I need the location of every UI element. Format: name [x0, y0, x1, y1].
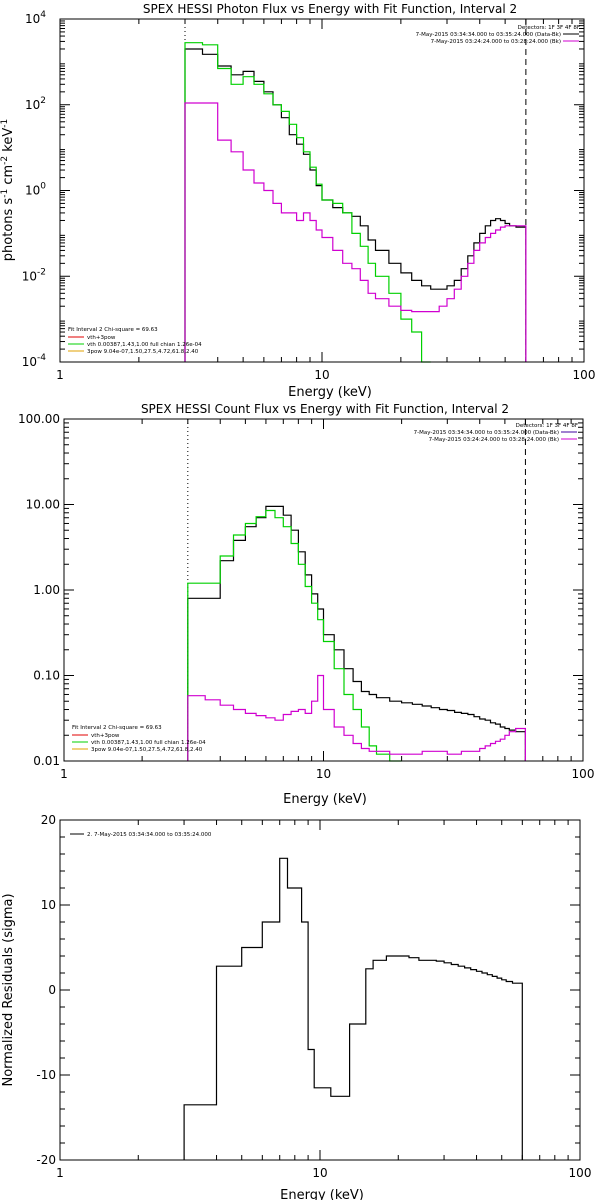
count-ytick-label: 100.00: [18, 412, 60, 426]
count-flux-title: SPEX HESSI Count Flux vs Energy with Fit…: [141, 402, 509, 416]
count-xtick-label: 100: [572, 767, 595, 781]
count-flux-legend-left: Fit Interval 2 Chi-square = 69.63 vth+3p…: [72, 725, 206, 753]
photon-legend-bk: 7-May-2015 03:24:24.000 to 03:28:24.000 …: [431, 39, 561, 45]
photon-flux-ylabel: photons s-1 cm-2 keV-1: [0, 119, 16, 261]
photon-legend-vth: vth 0.00387,1.43,1.00 full chian 1.26e-0…: [87, 342, 202, 348]
photon-ytick-label: 104: [25, 10, 46, 26]
count-legend-detectors: Detectors: 1F 3F 4F 8F: [516, 423, 578, 429]
svg-text:photons s-1 cm-2 keV-1: photons s-1 cm-2 keV-1: [0, 119, 16, 261]
photon-flux-xlabel: Energy (keV): [288, 385, 372, 400]
count-flux-legend-right: Detectors: 1F 3F 4F 8F 7-May-2015 03:34:…: [414, 423, 578, 443]
count-xtick-label: 1: [60, 767, 68, 781]
residuals-xtick-label: 10: [312, 1166, 327, 1180]
count-ytick-label: 1.00: [33, 583, 60, 597]
photon-xtick-label: 1: [56, 368, 64, 382]
count-legend-data-bk: 7-May-2015 03:34:34.000 to 03:35:24.000 …: [414, 430, 559, 436]
count-ytick-label: 0.10: [33, 669, 60, 683]
photon-ytick-label: 10-2: [22, 267, 46, 283]
photon-legend-3pow: 3pow 9.04e-07,1.50,27.5,4.72,61.8,2.40: [87, 349, 199, 355]
residuals-ytick-label: 0: [48, 983, 56, 997]
residuals-xlabel: Energy (keV): [280, 1188, 364, 1200]
count-flux-panel: SPEX HESSI Count Flux vs Energy with Fit…: [18, 402, 594, 807]
count-legend-vth: vth 0.00387,1.43,1.00 full chian 1.26e-0…: [91, 740, 206, 746]
residuals-panel: Normalized Residuals (sigma) Energy (keV…: [1, 813, 592, 1203]
count-series-0-line: [187, 505, 526, 761]
residuals-xtick-label: 100: [569, 1166, 592, 1180]
residuals-legend: 2. 7-May-2015 03:34:34.000 to 03:35:24.0…: [70, 832, 212, 838]
count-ytick-label: 0.01: [33, 754, 60, 768]
photon-legend-detectors: Detectors: 1F 3F 4F 8F: [518, 25, 580, 31]
count-legend-bk: 7-May-2015 03:24:24.000 to 03:28:24.000 …: [429, 437, 559, 443]
photon-flux-title: SPEX HESSI Photon Flux vs Energy with Fi…: [143, 2, 517, 16]
photon-xtick-label: 100: [573, 368, 596, 382]
residuals-ylabel: Normalized Residuals (sigma): [1, 893, 16, 1086]
residuals-ytick-label: -10: [36, 1068, 56, 1082]
residuals-xtick-label: 1: [56, 1166, 64, 1180]
photon-ytick-label: 10-4: [22, 353, 47, 369]
count-legend-total: vth+3pow: [91, 733, 120, 739]
photon-legend-data-bk: 7-May-2015 03:34:34.000 to 03:35:24.000 …: [416, 32, 561, 38]
photon-series-0-line: [184, 48, 527, 362]
count-series-1-line: [187, 509, 402, 762]
photon-flux-legend-left: Fit Interval 2 Chi-square = 69.63 vth+3p…: [68, 327, 202, 355]
photon-flux-plot-frame: [59, 18, 585, 363]
count-legend-fit: Fit Interval 2 Chi-square = 69.63: [72, 725, 162, 731]
count-ytick-label: 10.00: [26, 498, 60, 512]
photon-series-1-line: [184, 42, 431, 363]
photon-ytick-label: 102: [25, 96, 46, 112]
photon-ytick-label: 100: [25, 182, 46, 198]
photon-flux-panel: SPEX HESSI Photon Flux vs Energy with Fi…: [0, 2, 595, 400]
count-legend-3pow: 3pow 9.04e-07,1.50,27.5,4.72,61.8,2.40: [91, 747, 203, 753]
photon-legend-total: vth+3pow: [87, 335, 116, 341]
count-flux-plot-frame: [63, 418, 584, 762]
residuals-legend-entry: 2. 7-May-2015 03:34:34.000 to 03:35:24.0…: [87, 832, 212, 838]
residuals-plot-frame: [59, 819, 581, 1161]
photon-series-2-line: [184, 102, 527, 362]
residuals-ytick-label: 10: [41, 898, 56, 912]
count-flux-xlabel: Energy (keV): [283, 792, 367, 807]
residuals-ytick-label: 20: [41, 813, 56, 827]
photon-xtick-label: 10: [314, 368, 329, 382]
residuals-series-0-line: [183, 857, 523, 1160]
count-series-2-line: [187, 674, 526, 761]
photon-flux-legend-right: Detectors: 1F 3F 4F 8F 7-May-2015 03:34:…: [416, 25, 580, 45]
residuals-ytick-label: -20: [36, 1153, 56, 1167]
photon-legend-fit: Fit Interval 2 Chi-square = 69.63: [68, 327, 158, 333]
count-xtick-label: 10: [316, 767, 331, 781]
